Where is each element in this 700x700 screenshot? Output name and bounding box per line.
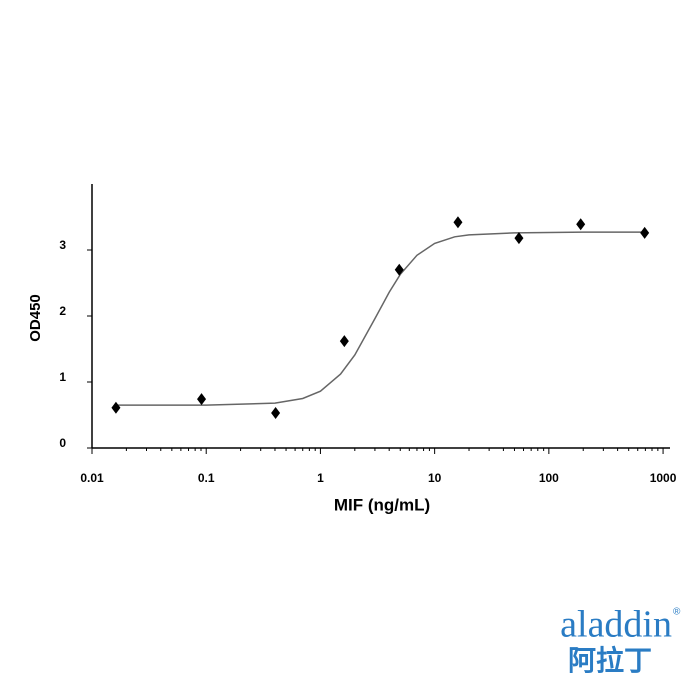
data-point <box>576 218 586 231</box>
logo-mark: ® <box>673 607 681 618</box>
x-tick-label: 0.01 <box>80 471 104 485</box>
x-tick-label: 1 <box>317 471 324 485</box>
x-tick-label: 1000 <box>650 471 677 485</box>
x-tick-label: 10 <box>428 471 442 485</box>
y-tick-label: 0 <box>59 436 66 450</box>
data-point <box>640 226 650 239</box>
data-point <box>197 393 207 406</box>
x-tick-label: 0.1 <box>198 471 215 485</box>
data-point <box>453 216 463 229</box>
x-axis-title: MIF (ng/mL) <box>334 495 430 514</box>
data-point <box>394 263 404 276</box>
data-point <box>111 401 121 414</box>
y-axis-title: OD450 <box>27 294 44 342</box>
data-point <box>271 407 281 420</box>
logo-subtext: 阿拉丁 <box>568 644 652 677</box>
y-tick-label: 3 <box>59 238 66 252</box>
data-point <box>339 335 349 348</box>
y-tick-label: 2 <box>59 304 66 318</box>
logo-text: aladdin <box>560 604 672 646</box>
x-tick-label: 100 <box>539 471 559 485</box>
fit-curve <box>115 231 646 406</box>
y-tick-label: 1 <box>59 370 66 384</box>
data-point <box>514 232 524 245</box>
